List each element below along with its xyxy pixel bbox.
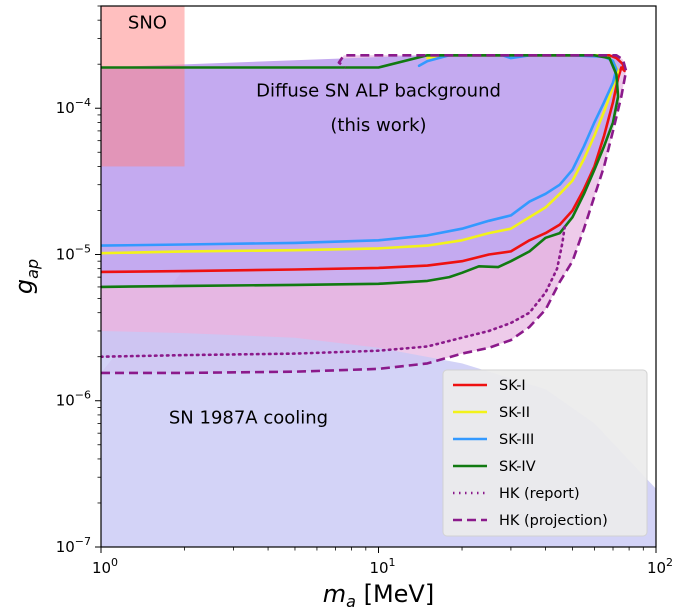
- legend-box: [442, 369, 648, 537]
- y-tick-label: 10−7: [56, 535, 91, 556]
- annotations: SNO Diffuse SN ALP background (this work) S…: [128, 13, 501, 429]
- x-tick-label: 100: [92, 556, 118, 577]
- legend-label: SK-II: [499, 405, 530, 421]
- series-line-sk-i: [101, 53, 626, 274]
- axes: 100 101 102 10−7 10−6 10−5 10−4 ma [MeV] gap: [10, 5, 673, 609]
- legend-label: SK-III: [499, 432, 534, 448]
- legend-label: HK (projection): [499, 513, 608, 529]
- annotation-sn-1987a-cooling: SN 1987A cooling: [169, 407, 328, 428]
- series-line-hk-projection: [101, 53, 628, 375]
- annotation-sno: SNO: [128, 13, 167, 34]
- annotation-this-work: (this work): [330, 115, 426, 136]
- y-tick-label: 10−4: [56, 96, 91, 117]
- dsnb-region-sk4: [101, 55, 619, 287]
- legend: SK-I SK-II SK-III SK-IV HK (report) HK (proje…: [442, 369, 648, 537]
- hk-report-region: [101, 224, 565, 357]
- legend-label: SK-I: [499, 378, 526, 394]
- annotation-diffuse-sn-alp-background: Diffuse SN ALP background: [256, 81, 501, 102]
- x-axis-label: ma [MeV]: [323, 580, 434, 609]
- x-tick-label: 102: [647, 556, 673, 577]
- series-line-sk-iv: [101, 53, 620, 289]
- series-line-sk-iii: [101, 53, 618, 247]
- x-tick-label: 101: [369, 556, 395, 577]
- y-axis-label: gap: [10, 259, 42, 294]
- y-tick-label: 10−6: [56, 389, 91, 410]
- sno-region: [101, 6, 185, 167]
- plot-area: [101, 6, 656, 547]
- legend-label: HK (report): [499, 486, 580, 502]
- y-tick-label: 10−5: [56, 242, 91, 263]
- series-line-hk-report: [101, 223, 567, 359]
- legend-label: SK-IV: [499, 459, 536, 475]
